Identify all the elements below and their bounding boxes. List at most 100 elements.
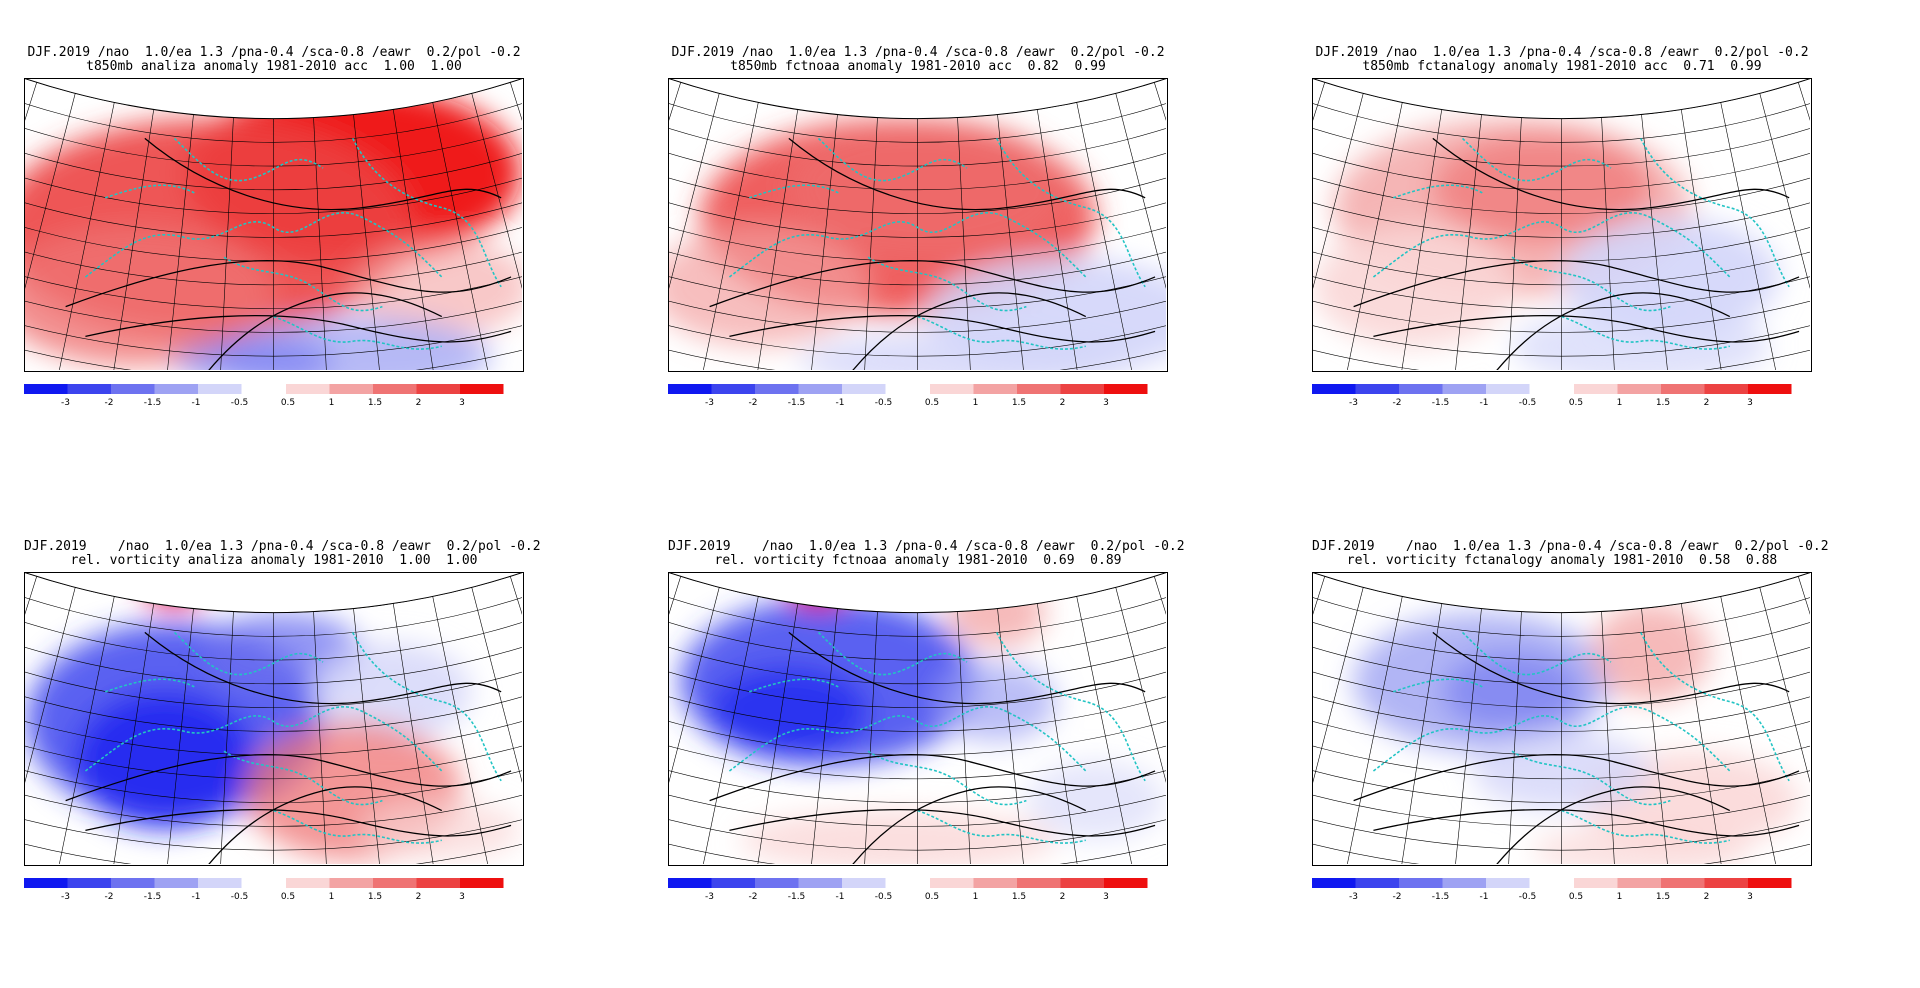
- colorbar-swatch-positive: [1661, 878, 1705, 888]
- panel-title-line2: rel. vorticity fctnoaa anomaly 1981-2010…: [714, 553, 1122, 568]
- colorbar-swatch-negative: [1486, 384, 1530, 394]
- colorbar-swatch-negative: [711, 384, 755, 394]
- colorbar-swatch-positive: [1748, 384, 1792, 394]
- colorbar-swatch-negative: [1312, 878, 1356, 888]
- colorbar-swatch-negative: [111, 878, 155, 888]
- colorbar-swatch-positive: [1704, 878, 1748, 888]
- colorbar-svg: -3 -2 -1.5 -1 -0.5 0.5 1 1.5 2 3: [24, 878, 504, 902]
- colorbar-tick-label: 2: [1704, 892, 1710, 902]
- colorbar-tick-label: 1.5: [1012, 398, 1026, 408]
- colorbar-swatch-positive: [329, 878, 373, 888]
- anomaly-field-blob: [75, 691, 254, 831]
- map-domain-outline: [669, 79, 1166, 120]
- colorbar-swatch-positive: [1104, 878, 1148, 888]
- colorbar-tick-label: -1.5: [144, 398, 162, 408]
- colorbar-swatch-positive: [286, 384, 330, 394]
- colorbar-swatch-negative: [111, 384, 155, 394]
- colorbar-swatch-positive: [460, 878, 504, 888]
- anomaly-field-blob: [669, 227, 869, 347]
- colorbar-swatch-positive: [930, 384, 974, 394]
- panel-title-line2: rel. vorticity analiza anomaly 1981-2010…: [70, 553, 478, 568]
- colorbar-swatch-negative: [1486, 878, 1530, 888]
- colorbar-swatch-negative: [798, 384, 842, 394]
- colorbar-tick-label: 3: [1747, 892, 1753, 902]
- contour-lines: [709, 631, 1156, 864]
- map-svg: [669, 573, 1166, 864]
- colorbar-swatch-negative: [1355, 384, 1399, 394]
- colorbar-swatch-negative: [154, 878, 198, 888]
- anomaly-field-blob: [1442, 652, 1582, 732]
- colorbar-tick-label: 0.5: [925, 398, 939, 408]
- panel-title-line2: t850mb fctnoaa anomaly 1981-2010 acc 0.8…: [730, 59, 1106, 74]
- colorbar-tick-label: 0.5: [925, 892, 939, 902]
- colorbar-swatch-negative: [1355, 878, 1399, 888]
- colorbar-tick-label: 2: [1704, 398, 1710, 408]
- colorbar: -3 -2 -1.5 -1 -0.5 0.5 1 1.5 2 3: [24, 384, 524, 408]
- colorbar-tick-label: 2: [416, 892, 422, 902]
- colorbar-swatch-negative: [711, 878, 755, 888]
- anomaly-field-blob: [1561, 217, 1780, 337]
- colorbar-tick-label: 3: [1103, 892, 1109, 902]
- anomaly-map: [668, 78, 1168, 372]
- colorbar-tick-label: -0.5: [875, 892, 893, 902]
- map-svg: [1313, 573, 1810, 864]
- colorbar-tick-label: 1: [329, 398, 335, 408]
- panel-title-line2: t850mb fctanalogy anomaly 1981-2010 acc …: [1362, 59, 1762, 74]
- colorbar-tick-label: -1.5: [1432, 398, 1450, 408]
- colorbar-swatch-negative: [67, 878, 111, 888]
- colorbar-swatch-negative: [198, 878, 242, 888]
- anomaly-field-blob: [1314, 227, 1513, 347]
- colorbar-tick-label: -3: [61, 398, 70, 408]
- anomaly-field-blob: [788, 118, 1066, 258]
- colorbar-swatch-positive: [460, 384, 504, 394]
- colorbar-svg: -3 -2 -1.5 -1 -0.5 0.5 1 1.5 2 3: [668, 384, 1148, 408]
- anomaly-map: [668, 572, 1168, 866]
- colorbar-swatch-negative: [668, 878, 712, 888]
- map-svg: [25, 573, 522, 864]
- colorbar-swatch-negative: [1399, 384, 1443, 394]
- colorbar-tick-label: -1: [836, 892, 845, 902]
- colorbar-swatch-positive: [1617, 384, 1661, 394]
- colorbar-tick-label: -0.5: [1519, 892, 1537, 902]
- panel-title-line1: DJF.2019 /nao 1.0/ea 1.3 /pna-0.4 /sca-0…: [1312, 539, 1829, 554]
- contour-lines: [65, 137, 512, 370]
- panel-title-line2: t850mb analiza anomaly 1981-2010 acc 1.0…: [86, 59, 462, 74]
- anomaly-field-blob: [1512, 306, 1770, 370]
- colorbar-swatch-positive: [1574, 384, 1618, 394]
- contour-lines: [709, 137, 1156, 370]
- colorbar-svg: -3 -2 -1.5 -1 -0.5 0.5 1 1.5 2 3: [24, 384, 504, 408]
- colorbar-svg: -3 -2 -1.5 -1 -0.5 0.5 1 1.5 2 3: [1312, 878, 1792, 902]
- panel-title-line1: DJF.2019 /nao 1.0/ea 1.3 /pna-0.4 /sca-0…: [27, 45, 521, 60]
- colorbar-swatch-negative: [798, 878, 842, 888]
- anomaly-map: [24, 78, 524, 372]
- colorbar-tick-label: 1: [1617, 398, 1623, 408]
- anomaly-field-blob: [214, 316, 492, 370]
- colorbar-swatch-negative: [755, 384, 799, 394]
- colorbar-swatch-positive: [1748, 878, 1792, 888]
- anomaly-field-blob: [313, 642, 472, 742]
- colorbar-tick-label: -3: [61, 892, 70, 902]
- colorbar-tick-label: 1: [329, 892, 335, 902]
- colorbar-swatch-positive: [1060, 878, 1104, 888]
- colorbar-tick-label: -1.5: [788, 892, 806, 902]
- colorbar-tick-label: -3: [1349, 398, 1358, 408]
- panel-title-line1: DJF.2019 /nao 1.0/ea 1.3 /pna-0.4 /sca-0…: [24, 539, 541, 554]
- panel-t850-analiza: DJF.2019 /nao 1.0/ea 1.3 /pna-0.4 /sca-0…: [24, 46, 524, 426]
- panel-title-line2: rel. vorticity fctanalogy anomaly 1981-2…: [1346, 553, 1778, 568]
- colorbar-tick-label: 0.5: [281, 892, 295, 902]
- colorbar-tick-label: 1: [1617, 892, 1623, 902]
- colorbar-tick-label: -3: [1349, 892, 1358, 902]
- colorbar-tick-label: -1.5: [1432, 892, 1450, 902]
- colorbar-swatch-negative: [1312, 384, 1356, 394]
- colorbar-tick-label: 3: [459, 398, 465, 408]
- colorbar-tick-label: -0.5: [231, 398, 249, 408]
- colorbar-tick-label: 1.5: [368, 892, 382, 902]
- colorbar-tick-label: 3: [1103, 398, 1109, 408]
- colorbar-tick-label: -0.5: [1519, 398, 1537, 408]
- colorbar-tick-label: 1.5: [1012, 892, 1026, 902]
- colorbar-swatch-positive: [1704, 384, 1748, 394]
- contour-lines: [1353, 137, 1800, 370]
- colorbar-swatch-negative: [1442, 878, 1486, 888]
- panel-title-line1: DJF.2019 /nao 1.0/ea 1.3 /pna-0.4 /sca-0…: [668, 539, 1185, 554]
- colorbar-swatch-positive: [1017, 878, 1061, 888]
